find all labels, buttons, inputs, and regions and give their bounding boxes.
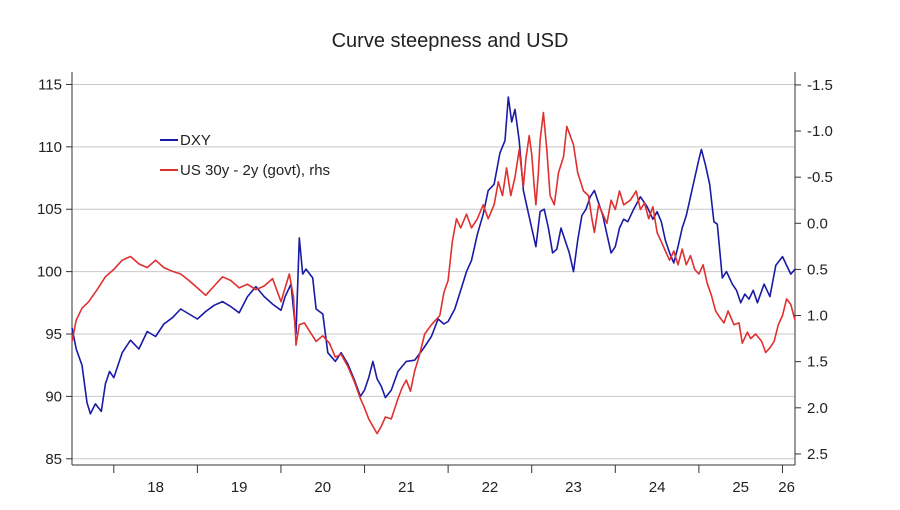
x-tick-label: 26 (778, 479, 795, 496)
x-tick-label: 25 (732, 479, 749, 496)
y-tick-label-left: 110 (38, 139, 62, 156)
y-tick-label-right: -1.5 (807, 77, 833, 94)
y-tick-label-left: 90 (45, 388, 62, 405)
x-tick-label: 20 (314, 479, 331, 496)
y-tick-label-right: 2.5 (807, 446, 828, 463)
axes-layer: 85 90 95 100 105 110 115 -1.5 -1.0 -0.5 0.0 0.5 1.0 1… (37, 72, 833, 496)
series-line-dxy (71, 96, 796, 415)
y-tick-label-right: 1.5 (807, 354, 828, 371)
legend-label-us-curve: US 30y - 2y (govt), rhs (180, 162, 330, 179)
y-tick-label-left: 115 (38, 76, 62, 93)
y-tick-label-right: 2.0 (807, 400, 828, 417)
y-tick-label-right: 1.0 (807, 308, 828, 325)
series-layer (71, 96, 796, 435)
chart-title: Curve steepness and USD (331, 30, 569, 52)
series-line-us-curve (71, 111, 796, 435)
x-tick-label: 19 (231, 479, 248, 496)
x-tick-label: 23 (565, 479, 582, 496)
x-tick-label: 18 (147, 479, 164, 496)
y-tick-label-right: 0.5 (807, 261, 828, 278)
x-tick-label: 24 (649, 479, 666, 496)
y-tick-label-left: 95 (45, 326, 62, 343)
y-tick-label-right: -1.0 (807, 123, 833, 140)
x-tick-label: 22 (482, 479, 499, 496)
y-tick-label-right: -0.5 (807, 169, 833, 186)
legend: DXY US 30y - 2y (govt), rhs (160, 132, 330, 179)
y-tick-label-left: 85 (45, 451, 62, 468)
y-tick-label-left: 105 (37, 201, 62, 218)
grid-layer (72, 83, 795, 460)
y-tick-label-left: 100 (37, 264, 62, 281)
legend-label-dxy: DXY (180, 132, 211, 149)
x-tick-label: 21 (398, 479, 415, 496)
y-tick-label-right: 0.0 (807, 215, 828, 232)
